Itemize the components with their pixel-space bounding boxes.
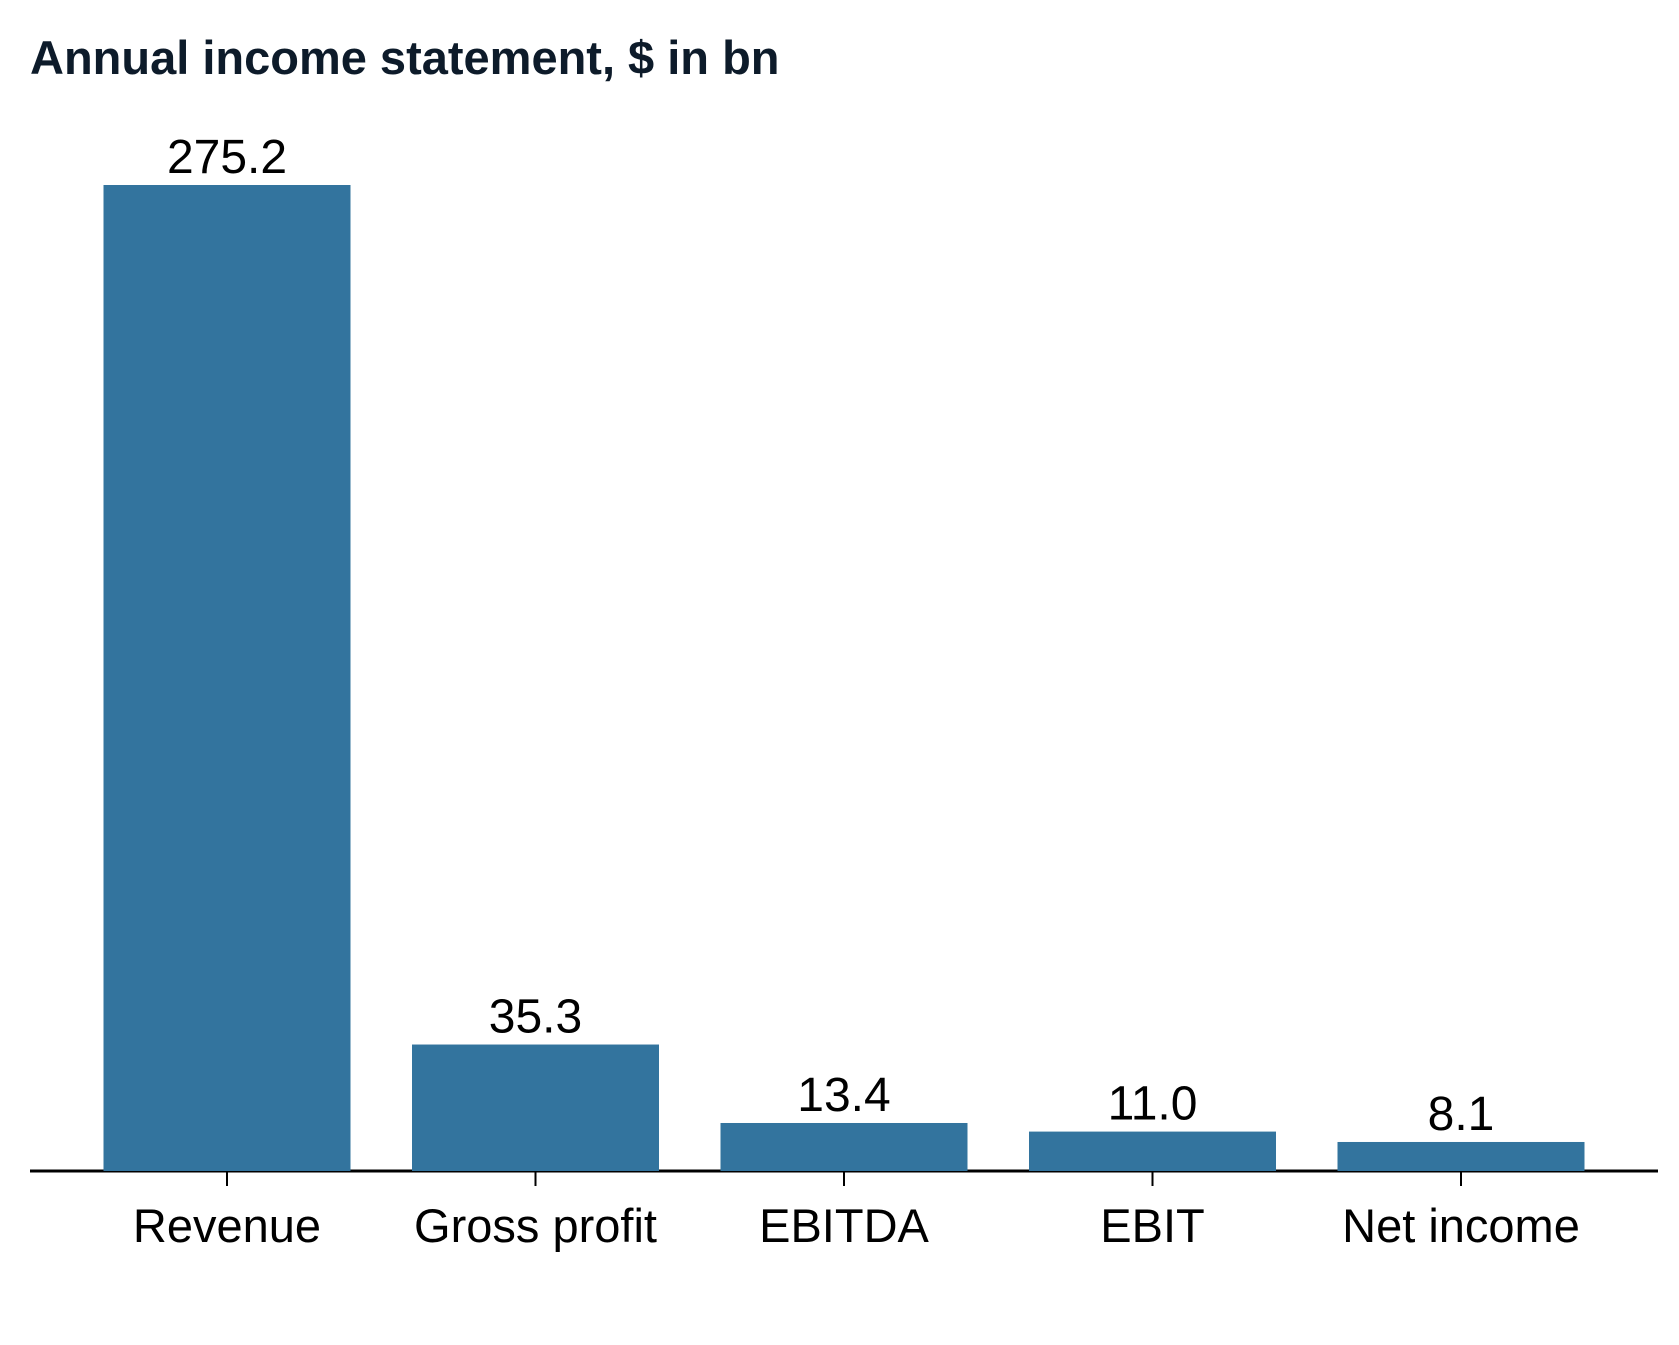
x-tick-label: Revenue: [132, 1199, 322, 1252]
x-tick-label: Net income: [1342, 1199, 1580, 1252]
value-label: 8.1: [1428, 1088, 1495, 1141]
x-tick-label: EBITDA: [759, 1199, 929, 1252]
value-label: 275.2: [167, 131, 287, 184]
x-tick-label: EBIT: [1100, 1199, 1205, 1252]
bar: [720, 1122, 968, 1171]
bar: [103, 185, 351, 1171]
value-label: 13.4: [797, 1069, 890, 1122]
bar: [1337, 1141, 1585, 1171]
bar: [412, 1044, 659, 1171]
chart-title: Annual income statement, $ in bn: [30, 31, 780, 84]
x-tick-label: Gross profit: [414, 1199, 657, 1252]
value-label: 35.3: [489, 991, 582, 1044]
value-label: 11.0: [1108, 1078, 1198, 1131]
bar: [1029, 1131, 1276, 1171]
